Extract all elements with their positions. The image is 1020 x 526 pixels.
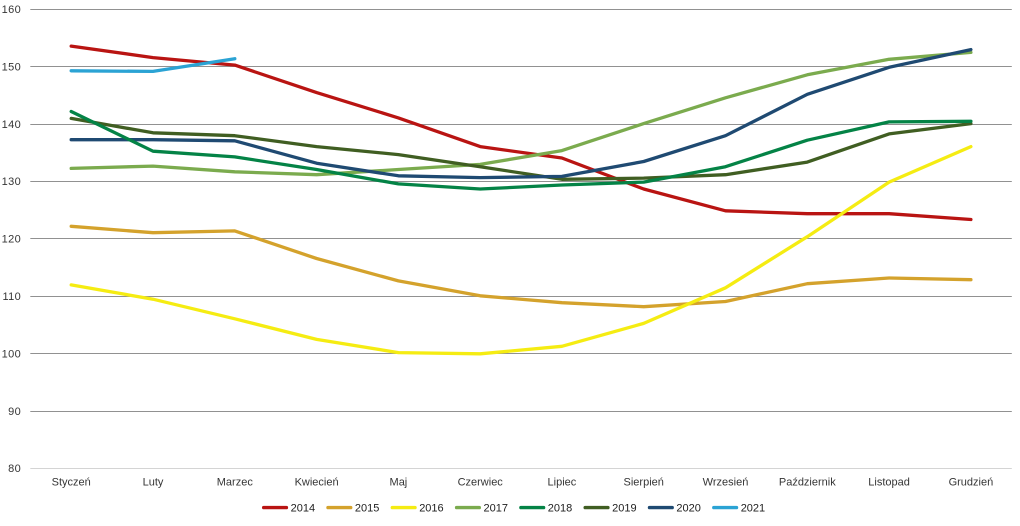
svg-text:Sierpień: Sierpień [624,477,664,489]
svg-text:90: 90 [8,406,21,418]
svg-text:160: 160 [2,4,22,16]
svg-text:130: 130 [2,176,22,188]
svg-text:80: 80 [8,463,21,475]
svg-text:Kwiecień: Kwiecień [295,477,339,489]
svg-text:Marzec: Marzec [217,477,254,489]
svg-text:140: 140 [2,119,22,131]
svg-text:Luty: Luty [143,477,164,489]
svg-text:2017: 2017 [484,503,508,515]
svg-text:Wrzesień: Wrzesień [703,477,749,489]
svg-text:100: 100 [2,348,22,360]
svg-text:Październik: Październik [779,477,836,489]
svg-text:Listopad: Listopad [868,477,910,489]
svg-text:Maj: Maj [390,477,408,489]
svg-text:2021: 2021 [741,503,765,515]
svg-text:2018: 2018 [548,503,572,515]
svg-text:2015: 2015 [355,503,379,515]
svg-text:110: 110 [2,291,21,303]
svg-text:Styczeń: Styczeń [52,477,91,489]
svg-text:2019: 2019 [612,503,636,515]
svg-text:Czerwiec: Czerwiec [458,477,504,489]
svg-text:150: 150 [2,61,22,73]
svg-text:Grudzień: Grudzień [949,477,994,489]
svg-text:2014: 2014 [291,503,315,515]
svg-text:Lipiec: Lipiec [548,477,577,489]
svg-text:2016: 2016 [419,503,443,515]
svg-text:2020: 2020 [676,503,700,515]
svg-text:120: 120 [2,234,22,246]
